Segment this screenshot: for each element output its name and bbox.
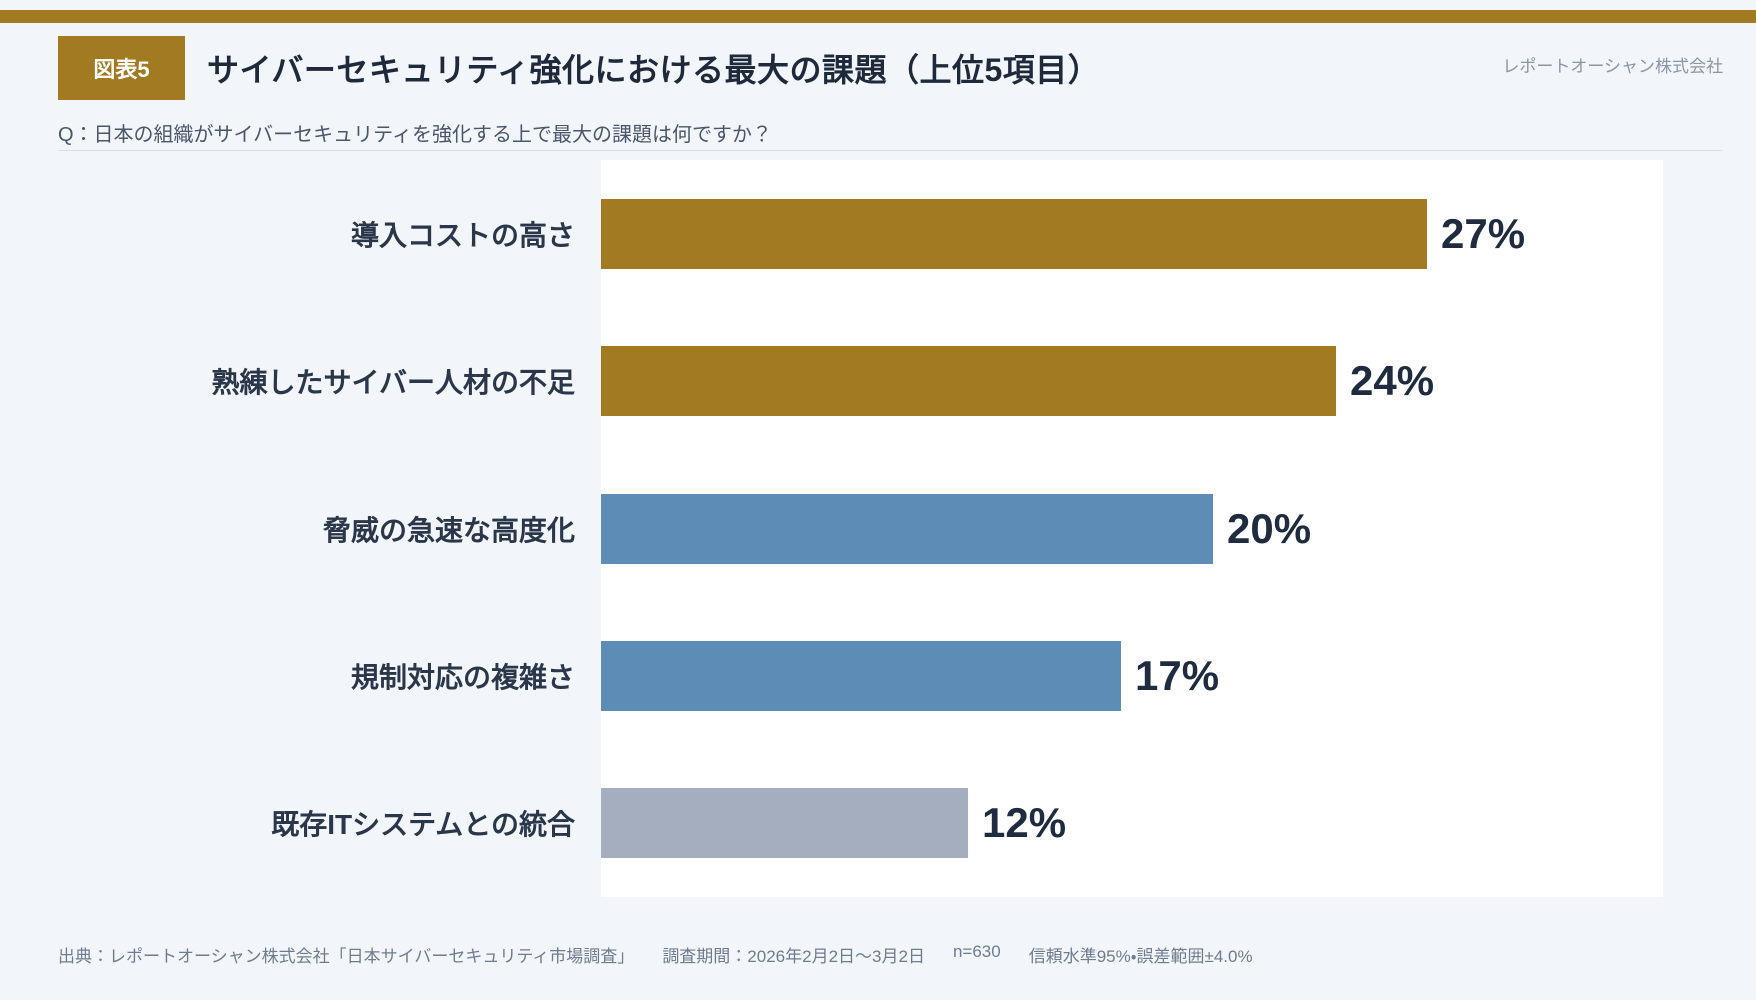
bar-row: 熟練したサイバー人材の不足 24% bbox=[0, 307, 1663, 454]
bar bbox=[601, 640, 1121, 711]
bar-row: 脅威の急速な高度化 20% bbox=[0, 455, 1663, 602]
value-label: 24% bbox=[1350, 357, 1435, 405]
page-title: サイバーセキュリティ強化における最大の課題（上位5項目） bbox=[207, 52, 1101, 88]
bar-rows: 導入コストの高さ 27% 熟練したサイバー人材の不足 24% 脅威の急速な高度化 20% 規… bbox=[0, 160, 1663, 897]
footer-segment: 出典：レポートオーシャン株式会社「日本サイバーセキュリティ市場調査」 bbox=[58, 947, 635, 966]
footer-segment: n=630 bbox=[952, 942, 1001, 961]
survey-question: Q：日本の組織がサイバーセキュリティを強化する上で最大の課題は何ですか？ bbox=[58, 124, 772, 146]
footer-segment: 信頼水準95%・誤差範囲±4.0% bbox=[1028, 947, 1253, 966]
bar-row: 導入コストの高さ 27% bbox=[0, 160, 1663, 307]
value-label: 17% bbox=[1135, 651, 1220, 699]
category-label: 熟練したサイバー人材の不足 bbox=[211, 367, 575, 399]
value-label: 27% bbox=[1441, 209, 1526, 257]
figure-number-badge: 図表5 bbox=[58, 36, 185, 100]
source-footer: 出典：レポートオーシャン株式会社「日本サイバーセキュリティ市場調査」 調査期間：2… bbox=[58, 942, 1253, 967]
company-name: レポートオーシャン株式会社 bbox=[1502, 57, 1723, 76]
bar bbox=[601, 788, 968, 859]
bar bbox=[601, 493, 1213, 564]
top-accent-strip bbox=[0, 10, 1756, 23]
header-divider bbox=[58, 150, 1722, 151]
bar-row: 既存ITシステムとの統合 12% bbox=[0, 750, 1663, 897]
bar-chart: 導入コストの高さ 27% 熟練したサイバー人材の不足 24% 脅威の急速な高度化 20% 規… bbox=[0, 160, 1663, 897]
category-label: 規制対応の複雑さ bbox=[350, 661, 575, 693]
category-label: 導入コストの高さ bbox=[350, 219, 575, 251]
footer-segment: 調査期間：2026年2月2日〜3月2日 bbox=[662, 947, 925, 966]
bar bbox=[601, 198, 1427, 269]
header: 図表5 サイバーセキュリティ強化における最大の課題（上位5項目） bbox=[58, 36, 1100, 100]
bar bbox=[601, 346, 1336, 417]
bar-row: 規制対応の複雑さ 17% bbox=[0, 602, 1663, 749]
category-label: 既存ITシステムとの統合 bbox=[271, 809, 575, 841]
value-label: 12% bbox=[982, 799, 1067, 847]
category-label: 脅威の急速な高度化 bbox=[322, 514, 575, 546]
value-label: 20% bbox=[1227, 504, 1312, 552]
